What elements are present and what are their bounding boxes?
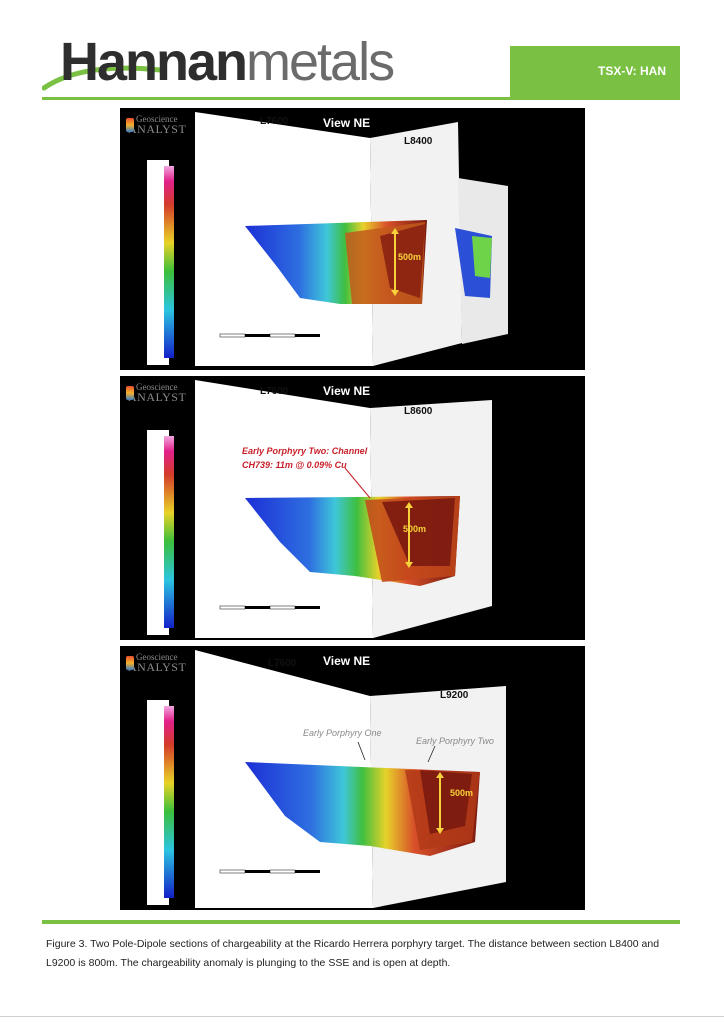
logo-line2: ANALYST xyxy=(128,122,187,136)
view-label: View NE xyxy=(323,384,371,398)
logo-swoosh-icon xyxy=(42,65,162,91)
hannan-metals-logo: Hannanmetals xyxy=(42,32,442,98)
section-render-3 xyxy=(147,650,506,908)
geoscience-analyst-logo: Geoscience ANALYST xyxy=(126,382,187,404)
depth-label: 500m xyxy=(398,252,422,262)
annotation-early-porphyry-two: Early Porphyry Two: Channel xyxy=(242,446,368,456)
section-label-front: L7600 xyxy=(260,116,289,127)
page-footer-line xyxy=(0,1016,724,1017)
depth-label: 500m xyxy=(450,788,474,798)
logo-line1: Geoscience xyxy=(136,652,178,662)
logo-line1: Geoscience xyxy=(136,114,178,124)
ticker-label: TSX-V: HAN xyxy=(597,64,666,78)
section-label-front: L7600 xyxy=(268,658,297,669)
depth-label: 500m xyxy=(403,524,427,534)
figure-panel-2: Geoscience ANALYST View NE L7600 L8600 E… xyxy=(120,376,585,640)
annotation-channel-result: CH739: 11m @ 0.09% Cu xyxy=(242,460,347,470)
logo-line2: ANALYST xyxy=(128,390,187,404)
geoscience-analyst-logo: Geoscience ANALYST xyxy=(126,114,187,136)
footer-divider xyxy=(42,920,680,924)
figure-caption: Figure 3. Two Pole-Dipole sections of ch… xyxy=(46,938,660,969)
brand-name-light: metals xyxy=(246,32,395,92)
logo-line2: ANALYST xyxy=(128,660,187,674)
figure-panel-3: Geoscience ANALYST View NE L7600 L9200 E… xyxy=(120,646,585,910)
geoscience-analyst-mark-icon xyxy=(126,656,134,670)
section-label-back: L8600 xyxy=(404,406,433,417)
annotation-early-porphyry-one: Early Porphyry One xyxy=(303,728,382,738)
annotation-early-porphyry-two: Early Porphyry Two xyxy=(416,736,494,746)
section-label-front: L7600 xyxy=(260,386,289,397)
view-label: View NE xyxy=(323,116,371,130)
brand-name: Hannanmetals xyxy=(60,32,395,92)
geoscience-analyst-logo: Geoscience ANALYST xyxy=(126,652,187,674)
geoscience-analyst-mark-icon xyxy=(126,386,134,400)
header-divider xyxy=(42,97,680,100)
section-label-back: L9200 xyxy=(440,690,469,701)
view-label: View NE xyxy=(323,654,371,668)
section-render-1 xyxy=(147,112,508,366)
section-render-2 xyxy=(147,380,492,638)
brand-name-bold: Hannan xyxy=(60,32,248,92)
ticker-banner: TSX-V: HAN xyxy=(510,46,680,100)
section-label-back: L8400 xyxy=(404,136,433,147)
figure-panel-1: Geoscience ANALYST View NE L7600 L8400 5… xyxy=(120,108,585,370)
logo-line1: Geoscience xyxy=(136,382,178,392)
geoscience-analyst-mark-icon xyxy=(126,118,134,132)
